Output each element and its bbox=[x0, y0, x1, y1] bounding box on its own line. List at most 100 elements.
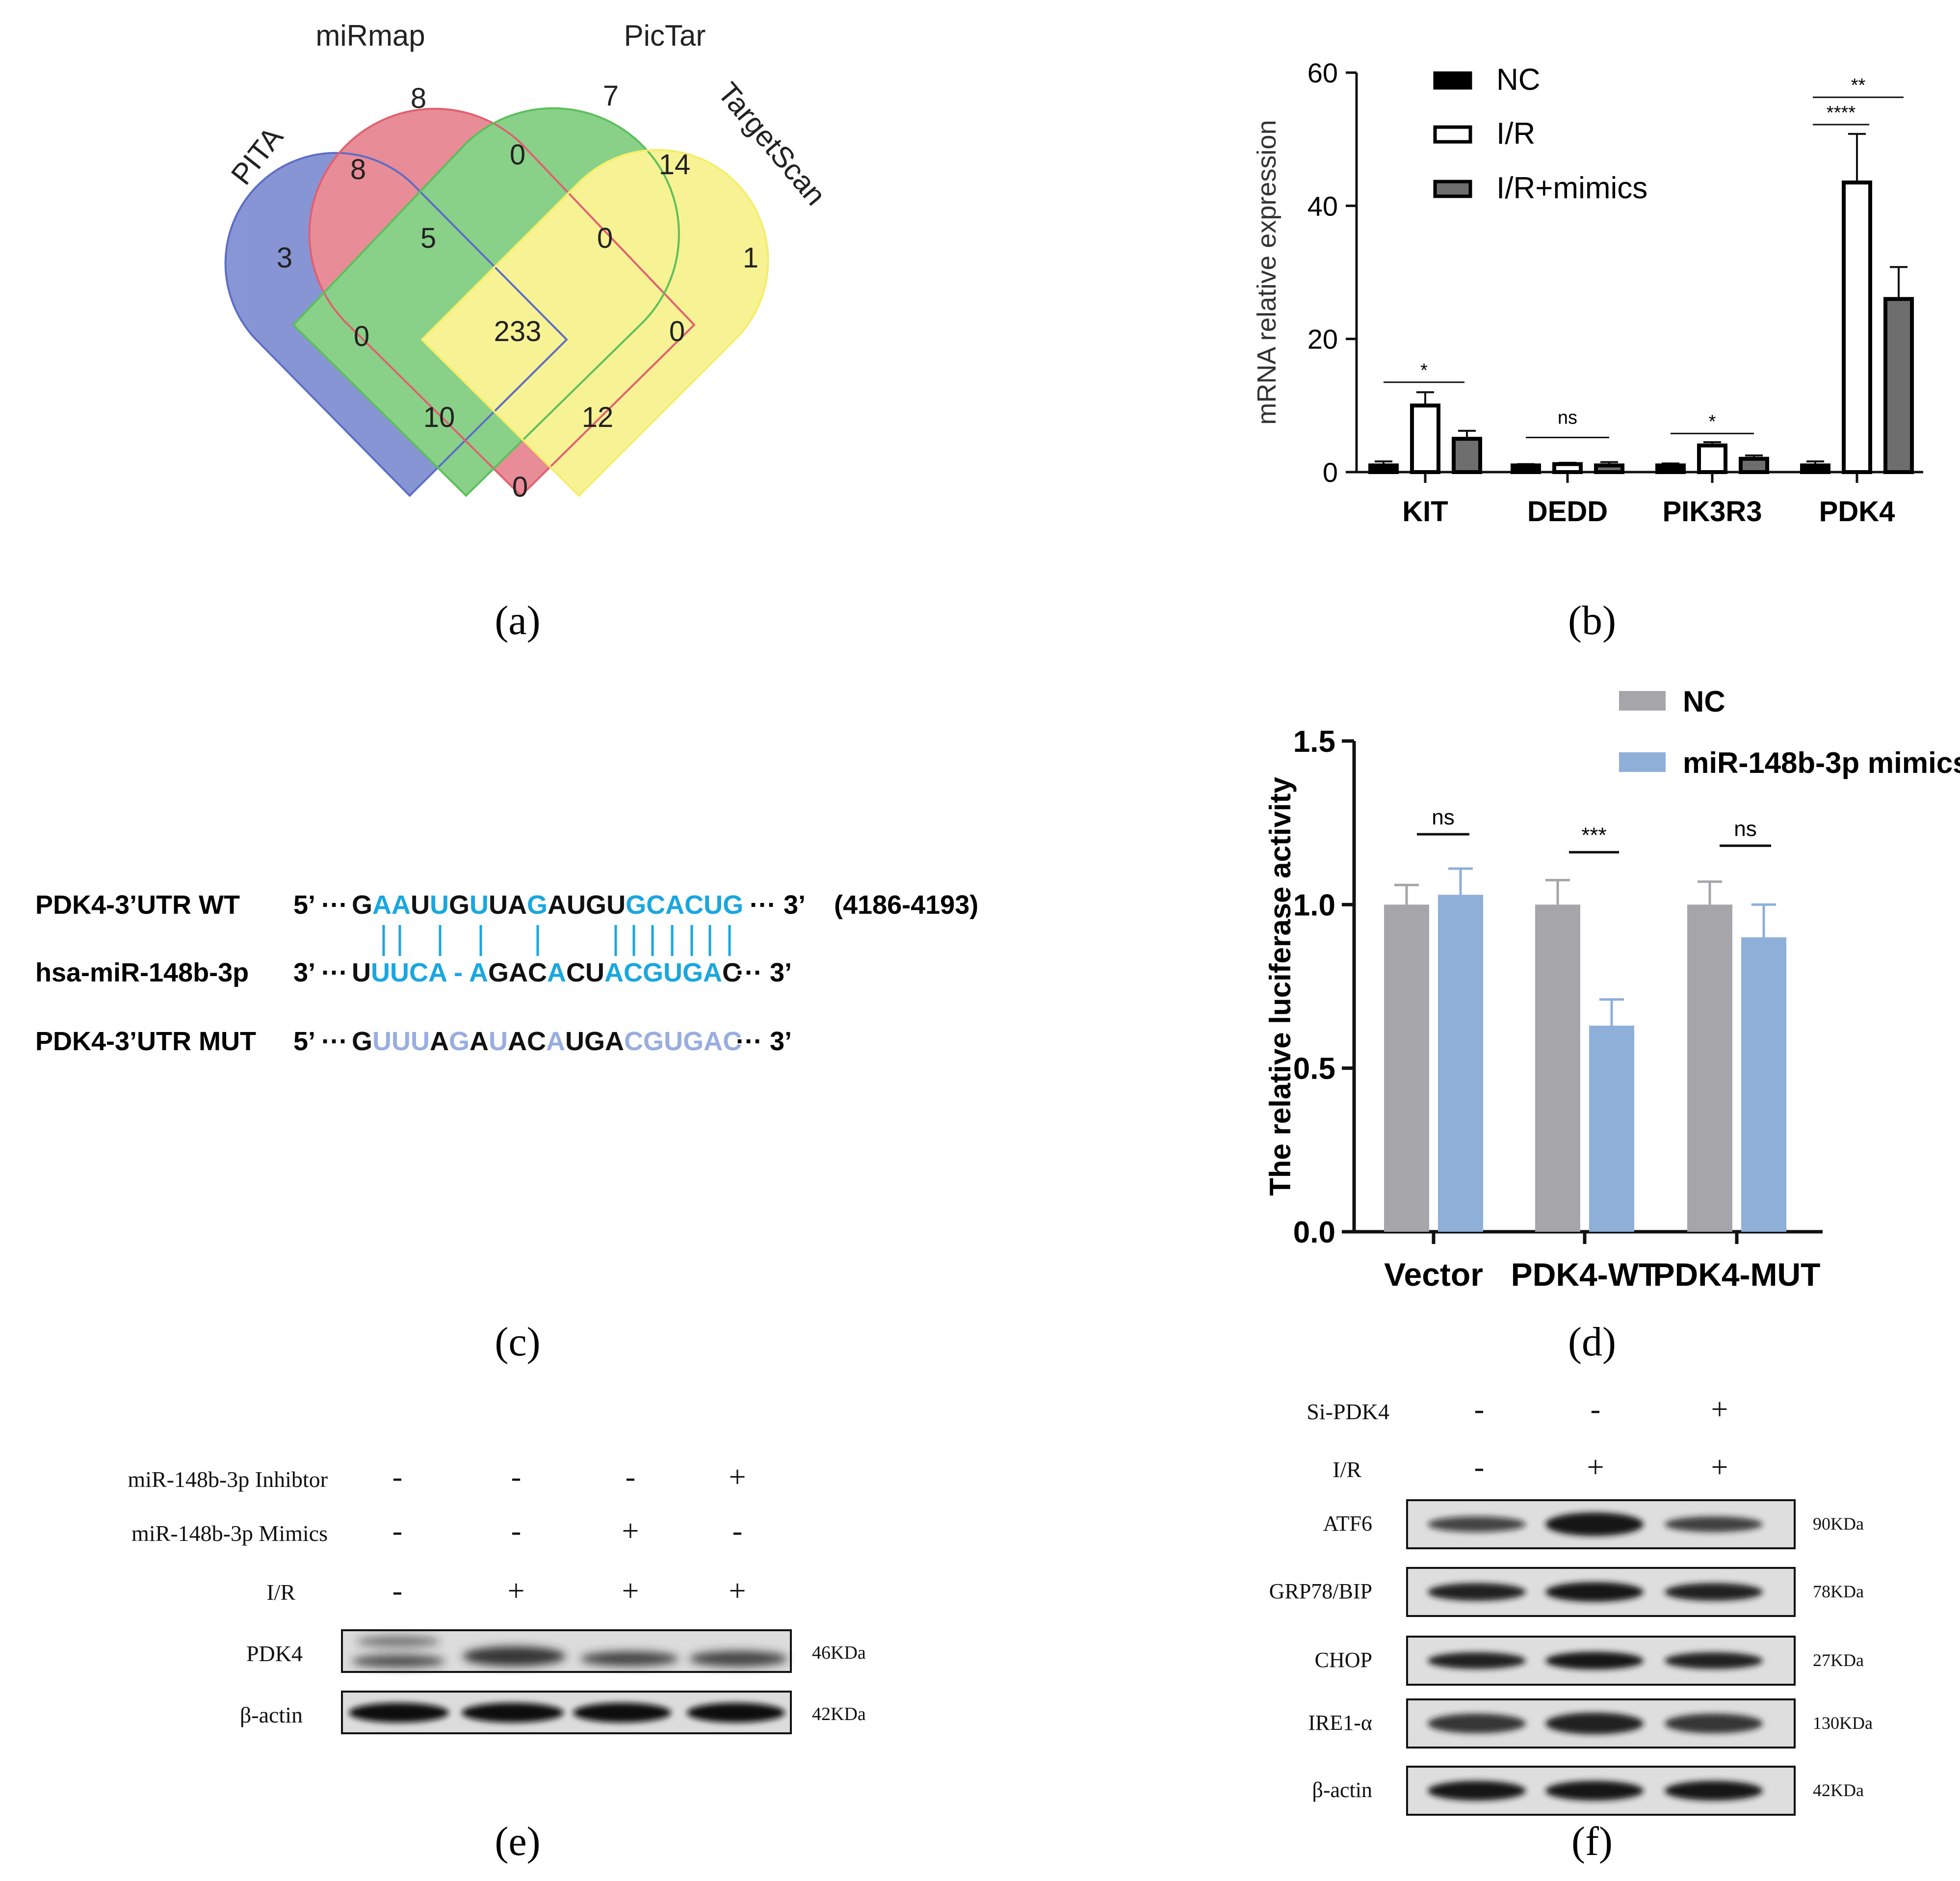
nucleotide: G bbox=[683, 1027, 704, 1056]
blot-f-band-label: CHOP bbox=[1315, 1648, 1372, 1672]
sequence-alignment: PDK4-3’UTR WT hsa-miR-148b-3p PDK4-3’UTR… bbox=[35, 890, 978, 1056]
nucleotide: C bbox=[624, 1027, 643, 1056]
blot-f-band-label: β-actin bbox=[1312, 1778, 1372, 1802]
x-tick-label: PDK4-MUT bbox=[1653, 1256, 1821, 1293]
chart-d: 0.0 0.5 1.0 1.5 The relative luciferase acti… bbox=[1264, 685, 1960, 1293]
venn-count: 8 bbox=[350, 154, 366, 185]
blot-f-band-label: GRP78/BIP bbox=[1269, 1579, 1372, 1603]
bar bbox=[1842, 180, 1872, 475]
nucleotide: C bbox=[409, 958, 428, 987]
legend-label: NC bbox=[1683, 685, 1725, 718]
nucleotide: A bbox=[548, 890, 567, 920]
x-tick-label: PDK4-WT bbox=[1511, 1256, 1659, 1293]
legend-swatch bbox=[1433, 180, 1472, 198]
blot-e-sign: + bbox=[729, 1574, 746, 1608]
bar bbox=[1883, 297, 1914, 474]
panel-label-b: (b) bbox=[1568, 598, 1616, 643]
y-tick-label: 0.5 bbox=[1293, 1052, 1335, 1086]
blot-e-sign: - bbox=[392, 1514, 403, 1548]
venn-count: 0 bbox=[354, 320, 369, 352]
mir-label: hsa-miR-148b-3p bbox=[35, 958, 249, 987]
bar bbox=[1697, 443, 1727, 475]
significance-label: ns bbox=[1558, 407, 1577, 428]
blot-f-sign: - bbox=[1591, 1393, 1601, 1426]
blot-f-bands bbox=[1428, 1512, 1763, 1536]
blot-e-sign: - bbox=[626, 1460, 636, 1494]
blot-e-row-label: miR-148b-3p Inhibtor bbox=[128, 1467, 328, 1492]
nucleotide: A bbox=[469, 958, 488, 987]
mir-sequence: UUUCA - AGACACUACGUGAC bbox=[352, 958, 741, 987]
nucleotide: A bbox=[508, 890, 527, 920]
significance-label: **** bbox=[1827, 103, 1855, 123]
blot-f-sign: - bbox=[1474, 1393, 1485, 1426]
blot-e-sign: - bbox=[392, 1574, 403, 1608]
bar bbox=[1589, 1026, 1634, 1232]
blot-f-row-label: Si-PDK4 bbox=[1307, 1399, 1389, 1424]
blot-e-pdk4-bands bbox=[352, 1636, 787, 1668]
bar bbox=[1687, 904, 1732, 1232]
blot-f-sign: + bbox=[1711, 1451, 1728, 1484]
significance-label: ** bbox=[1851, 75, 1866, 96]
nucleotide: G bbox=[643, 1027, 664, 1056]
nucleotide: U bbox=[567, 890, 586, 920]
blot-band bbox=[1428, 1652, 1526, 1669]
nucleotide: A bbox=[546, 1027, 565, 1056]
wt-label: PDK4-3’UTR WT bbox=[35, 890, 240, 920]
legend-label: I/R bbox=[1496, 117, 1535, 151]
y-axis-label: mRNA relative expression bbox=[1252, 120, 1281, 424]
nucleotide: U bbox=[371, 958, 390, 987]
bar bbox=[1739, 456, 1769, 474]
nucleotide: C bbox=[566, 958, 585, 987]
blot-f-row-label: I/R bbox=[1333, 1457, 1361, 1482]
y-tick-label: 20 bbox=[1307, 324, 1338, 355]
nucleotide: U bbox=[372, 1027, 392, 1056]
blot-f-bands bbox=[1428, 1582, 1763, 1602]
blot-f-kda: 27KDa bbox=[1813, 1650, 1864, 1670]
bar bbox=[1594, 463, 1624, 475]
western-blot-e: miR-148b-3p Inhibtor miR-148b-3p Mimics … bbox=[128, 1460, 866, 1734]
nucleotide: U bbox=[664, 1027, 683, 1056]
venn-count: 0 bbox=[510, 139, 525, 171]
x-tick-label: KIT bbox=[1402, 496, 1448, 528]
nucleotide: C bbox=[624, 958, 643, 987]
nucleotide: U bbox=[565, 1027, 584, 1056]
nucleotide: G bbox=[586, 890, 606, 920]
y-tick-label: 1.0 bbox=[1293, 888, 1335, 922]
blot-band bbox=[1665, 1714, 1763, 1733]
venn-label-mirmap: miRmap bbox=[315, 19, 425, 52]
venn-count: 0 bbox=[512, 471, 528, 503]
blot-f-sign: - bbox=[1474, 1451, 1485, 1484]
nucleotide: C bbox=[684, 890, 704, 920]
nucleotide: A bbox=[508, 1027, 527, 1056]
legend-swatch bbox=[1433, 125, 1472, 144]
blot-f-band-label: IRE1-α bbox=[1308, 1711, 1372, 1735]
bar bbox=[1384, 904, 1429, 1232]
panel-label-e: (e) bbox=[495, 1819, 540, 1864]
nucleotide bbox=[463, 958, 469, 987]
blot-e-row-label: miR-148b-3p Mimics bbox=[131, 1521, 328, 1546]
mut-label: PDK4-3’UTR MUT bbox=[35, 1027, 256, 1056]
nucleotide: A bbox=[430, 1027, 449, 1056]
venn-label-pictar: PicTar bbox=[624, 19, 706, 52]
nucleotide: U bbox=[606, 890, 626, 920]
blot-f-kda: 78KDa bbox=[1813, 1582, 1864, 1601]
blot-e-sign: - bbox=[511, 1460, 522, 1494]
nucleotide: U bbox=[392, 1027, 411, 1056]
blot-band bbox=[1545, 1713, 1644, 1734]
significance-label: ns bbox=[1734, 817, 1756, 841]
x-tick-label: PIK3R3 bbox=[1662, 496, 1762, 528]
blot-band bbox=[1545, 1652, 1644, 1669]
blot-band bbox=[1665, 1516, 1763, 1532]
nucleotide: G bbox=[626, 890, 646, 920]
blot-e-actin-bands bbox=[349, 1703, 785, 1722]
blot-f-bands bbox=[1428, 1713, 1763, 1734]
nucleotide: U bbox=[352, 958, 371, 987]
venn-count: 0 bbox=[597, 222, 613, 254]
bar bbox=[1438, 895, 1483, 1232]
blot-f-kda: 42KDa bbox=[1813, 1780, 1864, 1800]
site-position: (4186-4193) bbox=[834, 890, 978, 920]
western-blot-f: Si-PDK4 I/R - - + - + + ATF6 90KDa GRP78/B… bbox=[1269, 1393, 1873, 1816]
y-tick-label: 60 bbox=[1307, 57, 1338, 88]
nucleotide: A bbox=[428, 958, 447, 987]
mut-suffix: ··· 3’ bbox=[736, 1027, 792, 1056]
